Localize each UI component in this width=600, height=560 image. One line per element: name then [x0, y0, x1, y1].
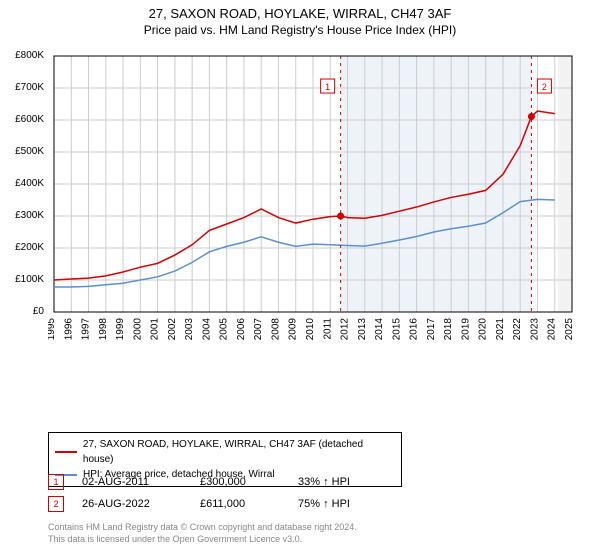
chart-title-block: 27, SAXON ROAD, HOYLAKE, WIRRAL, CH47 3A…	[0, 0, 600, 38]
title-line2: Price paid vs. HM Land Registry's House …	[0, 23, 600, 39]
y-tick-label: £200K	[0, 242, 44, 253]
svg-text:2023: 2023	[529, 318, 540, 341]
svg-text:2015: 2015	[391, 318, 402, 341]
svg-text:2022: 2022	[512, 318, 523, 341]
title-line1: 27, SAXON ROAD, HOYLAKE, WIRRAL, CH47 3A…	[0, 6, 600, 23]
sales-table: 1 02-AUG-2011 £300,000 33% ↑ HPI 2 26-AU…	[48, 474, 388, 518]
sale-price-2: £611,000	[200, 498, 280, 510]
legend-swatch-property	[55, 451, 77, 453]
legend-row-property: 27, SAXON ROAD, HOYLAKE, WIRRAL, CH47 3A…	[55, 437, 395, 467]
sale-marker-2: 2	[48, 496, 64, 512]
sale-date-1: 02-AUG-2011	[82, 476, 182, 488]
svg-text:1: 1	[325, 82, 330, 92]
footnote-line1: Contains HM Land Registry data © Crown c…	[48, 522, 357, 534]
svg-text:2009: 2009	[288, 318, 299, 341]
svg-text:2008: 2008	[270, 318, 281, 341]
sale-date-2: 26-AUG-2022	[82, 498, 182, 510]
y-tick-label: £500K	[0, 146, 44, 157]
svg-text:2011: 2011	[322, 318, 333, 340]
y-tick-label: £0	[0, 306, 44, 317]
svg-text:2017: 2017	[426, 318, 437, 341]
svg-text:2013: 2013	[357, 318, 368, 341]
footnote-line2: This data is licensed under the Open Gov…	[48, 534, 357, 546]
sale-price-1: £300,000	[200, 476, 280, 488]
svg-text:1998: 1998	[98, 318, 109, 341]
svg-text:1996: 1996	[63, 318, 74, 341]
y-tick-label: £800K	[0, 50, 44, 61]
y-tick-label: £300K	[0, 210, 44, 221]
sale-hpi-1: 33% ↑ HPI	[298, 476, 388, 488]
svg-text:1995: 1995	[48, 318, 57, 341]
svg-text:2: 2	[542, 82, 547, 92]
svg-text:2020: 2020	[478, 318, 489, 341]
svg-text:1999: 1999	[115, 318, 126, 341]
svg-text:2021: 2021	[495, 318, 506, 341]
legend-label-property: 27, SAXON ROAD, HOYLAKE, WIRRAL, CH47 3A…	[83, 437, 395, 467]
price-chart: 1 2 1995 1996 1997 1998 1999 2000 2001 2002 2003 20…	[48, 52, 578, 372]
svg-text:2001: 2001	[150, 318, 161, 341]
svg-text:2007: 2007	[253, 318, 264, 341]
svg-text:2006: 2006	[236, 318, 247, 341]
sale-marker-1: 1	[48, 474, 64, 490]
svg-text:2014: 2014	[374, 318, 385, 341]
svg-text:2018: 2018	[443, 318, 454, 341]
svg-text:2005: 2005	[219, 318, 230, 341]
svg-text:2002: 2002	[167, 318, 178, 341]
y-tick-label: £100K	[0, 274, 44, 285]
y-tick-label: £400K	[0, 178, 44, 189]
svg-text:2000: 2000	[132, 318, 143, 341]
svg-text:2012: 2012	[340, 318, 351, 341]
sale-row-1: 1 02-AUG-2011 £300,000 33% ↑ HPI	[48, 474, 388, 490]
y-tick-label: £600K	[0, 114, 44, 125]
svg-text:2024: 2024	[547, 318, 558, 341]
y-tick-label: £700K	[0, 82, 44, 93]
svg-text:2016: 2016	[409, 318, 420, 341]
sale-row-2: 2 26-AUG-2022 £611,000 75% ↑ HPI	[48, 496, 388, 512]
svg-text:2025: 2025	[564, 318, 575, 341]
svg-text:2019: 2019	[460, 318, 471, 341]
svg-text:2004: 2004	[201, 318, 212, 341]
svg-text:1997: 1997	[81, 318, 92, 341]
svg-text:2010: 2010	[305, 318, 316, 341]
footnote: Contains HM Land Registry data © Crown c…	[48, 522, 357, 545]
sale-hpi-2: 75% ↑ HPI	[298, 498, 388, 510]
svg-text:2003: 2003	[184, 318, 195, 341]
